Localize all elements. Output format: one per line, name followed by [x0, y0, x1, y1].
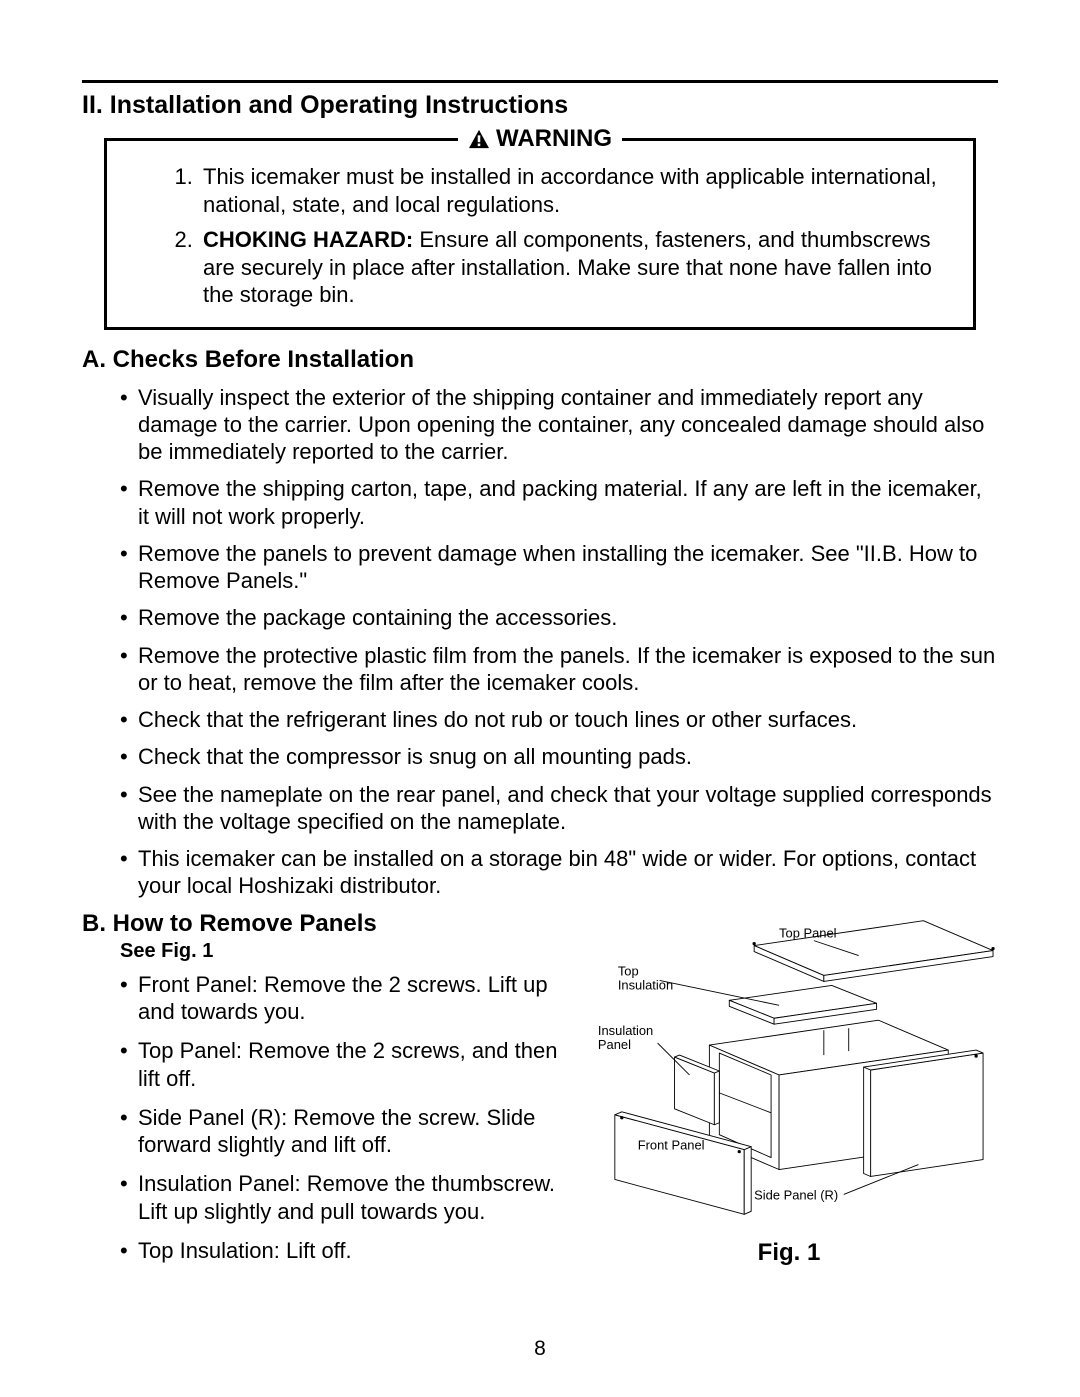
- fig-label-side-panel-r: Side Panel (R): [754, 1187, 838, 1202]
- list-item: Side Panel (R): Remove the screw. Slide …: [120, 1104, 562, 1159]
- fig-label-insulation-panel-l2: Panel: [598, 1037, 631, 1052]
- list-item: Remove the panels to prevent damage when…: [120, 540, 998, 595]
- fig-label-top-insulation-l1: Top: [618, 963, 639, 978]
- warning-item-text: This icemaker must be installed in accor…: [203, 164, 937, 217]
- section-title: II. Installation and Operating Instructi…: [82, 91, 998, 120]
- page-number: 8: [534, 1337, 546, 1361]
- warning-label-text: WARNING: [496, 125, 612, 153]
- list-item: This icemaker can be installed on a stor…: [120, 845, 998, 900]
- warning-item: CHOKING HAZARD: Ensure all components, f…: [199, 226, 943, 309]
- fig-label-top-insulation-l2: Insulation: [618, 977, 673, 992]
- list-item: Front Panel: Remove the 2 screws. Lift u…: [120, 971, 562, 1026]
- top-rule: [82, 80, 998, 83]
- subsection-b-bullets: Front Panel: Remove the 2 screws. Lift u…: [82, 971, 562, 1264]
- warning-label: WARNING: [458, 125, 622, 153]
- list-item: Remove the protective plastic film from …: [120, 642, 998, 697]
- figure-caption: Fig. 1: [580, 1239, 998, 1267]
- subsection-a-bullets: Visually inspect the exterior of the shi…: [82, 384, 998, 900]
- manual-page: II. Installation and Operating Instructi…: [0, 0, 1080, 1397]
- fig-label-top-panel: Top Panel: [779, 925, 836, 940]
- list-item: Top Panel: Remove the 2 screws, and then…: [120, 1037, 562, 1092]
- warning-box: WARNING This icemaker must be installed …: [104, 138, 976, 330]
- list-item: Remove the package containing the access…: [120, 604, 998, 631]
- list-item: Check that the refrigerant lines do not …: [120, 706, 998, 733]
- subsection-b: B. How to Remove Panels See Fig. 1 Front…: [82, 910, 998, 1276]
- warning-item-bold: CHOKING HAZARD:: [203, 227, 413, 252]
- list-item: See the nameplate on the rear panel, and…: [120, 781, 998, 836]
- see-fig-label: See Fig. 1: [120, 940, 562, 963]
- list-item: Insulation Panel: Remove the thumbscrew.…: [120, 1170, 562, 1225]
- figure-1: Top Panel Top Insulation Insulation Pane…: [580, 910, 998, 1270]
- warning-triangle-icon: [468, 129, 490, 149]
- warning-item: This icemaker must be installed in accor…: [199, 163, 943, 218]
- warning-list: This icemaker must be installed in accor…: [137, 163, 943, 309]
- subsection-b-title: B. How to Remove Panels: [82, 910, 562, 938]
- fig-label-front-panel: Front Panel: [638, 1137, 705, 1152]
- panel-exploded-diagram: Top Panel Top Insulation Insulation Pane…: [580, 910, 998, 1230]
- list-item: Top Insulation: Lift off.: [120, 1237, 562, 1264]
- list-item: Check that the compressor is snug on all…: [120, 743, 998, 770]
- subsection-b-text: B. How to Remove Panels See Fig. 1 Front…: [82, 910, 562, 1276]
- fig-label-insulation-panel-l1: Insulation: [598, 1023, 653, 1038]
- list-item: Remove the shipping carton, tape, and pa…: [120, 475, 998, 530]
- list-item: Visually inspect the exterior of the shi…: [120, 384, 998, 466]
- subsection-a-title: A. Checks Before Installation: [82, 346, 998, 374]
